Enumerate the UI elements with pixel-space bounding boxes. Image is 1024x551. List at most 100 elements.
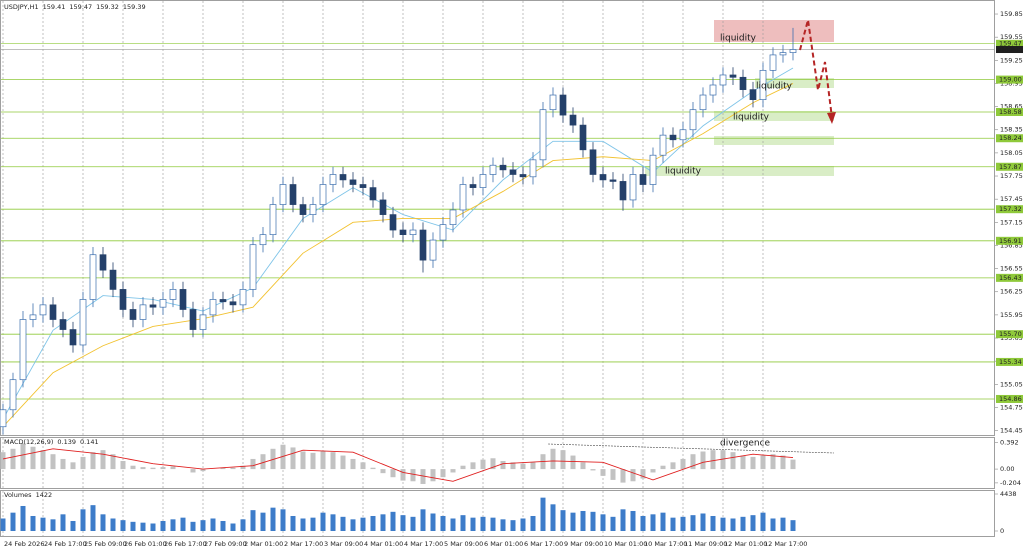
volume-bar: [10, 512, 16, 531]
volume-bar: [340, 516, 346, 531]
macd-bar: [500, 460, 506, 470]
volume-bar: [450, 518, 456, 531]
volume-bar: [170, 519, 176, 531]
y-tick-label: 156.55: [1000, 265, 1023, 273]
level-label-bg: [996, 236, 1023, 245]
macd-bar: [60, 458, 66, 470]
macd-bar: [630, 469, 636, 482]
candle-body: [339, 174, 347, 181]
macd-bar: [100, 450, 106, 470]
x-tick-label: 10 Mar 01:00: [604, 540, 647, 548]
macd-bar: [220, 467, 226, 470]
volume-bar: [700, 513, 706, 531]
macd-bar: [670, 462, 676, 470]
y-tick-label: 0.392: [1000, 439, 1019, 447]
header-text: 159.41: [43, 3, 66, 11]
header-text: 0.141: [80, 438, 99, 446]
y-tick-label: 155.05: [1000, 380, 1023, 388]
x-tick-label: 26 Feb 01:00: [124, 540, 167, 548]
candle-body: [219, 299, 227, 303]
candle-body: [29, 314, 37, 320]
candle-body: [479, 174, 487, 188]
macd-bar: [470, 462, 476, 470]
macd-bar: [430, 469, 436, 482]
candle-body: [49, 304, 57, 320]
candle-body: [779, 52, 787, 56]
price-label: 159.47: [999, 39, 1022, 47]
candle-body: [459, 184, 467, 211]
candle-body: [129, 309, 137, 320]
volume-bar: [600, 514, 606, 531]
candle-body: [359, 184, 367, 188]
macd-bar: [140, 467, 146, 470]
volume-bar: [470, 517, 476, 531]
volume-bar: [660, 512, 666, 531]
candle-body: [349, 179, 357, 185]
signal-line: [2, 448, 794, 482]
macd-bar: [50, 454, 56, 470]
level-label: 158.58: [999, 108, 1022, 116]
x-tick-label: 9 Mar 09:00: [564, 540, 603, 548]
macd-bar: [10, 448, 16, 470]
volume-bar: [780, 517, 786, 531]
candle-body: [159, 299, 167, 308]
volume-bar: [480, 516, 486, 531]
level-label-bg: [996, 273, 1023, 282]
level-label-bg: [996, 108, 1023, 116]
level-label: 156.43: [999, 274, 1022, 282]
macd-bar: [680, 458, 686, 470]
macd-bar: [550, 448, 556, 470]
candle-body: [59, 319, 67, 330]
volume-bar: [680, 516, 686, 531]
volume-bar: [290, 515, 296, 531]
x-tick-label: 25 Feb 09:00: [84, 540, 127, 548]
x-tick-label: 10 Mar 17:00: [644, 540, 687, 548]
candle-body: [269, 204, 277, 236]
volume-bar: [770, 518, 776, 531]
macd-bar: [570, 455, 576, 470]
x-tick-label: 12 Mar 01:00: [724, 540, 767, 548]
macd-bar: [700, 451, 706, 470]
volume-bar: [490, 517, 496, 531]
candle-body: [639, 174, 647, 185]
volume-bar: [360, 517, 366, 531]
volume-bar: [110, 518, 116, 531]
volume-bar: [460, 515, 466, 531]
candle-body: [469, 184, 477, 188]
volume-bar: [300, 518, 306, 531]
candle-body: [409, 229, 417, 236]
volume-bar: [500, 519, 506, 531]
volume-bar: [0, 518, 6, 531]
candle-body: [609, 179, 617, 182]
candle-body: [189, 309, 197, 330]
y-tick-label: 156.25: [1000, 288, 1023, 296]
macd-bar: [640, 469, 646, 479]
macd-bar: [0, 452, 6, 470]
macd-bar: [690, 454, 696, 470]
candle-body: [719, 74, 727, 86]
macd-bar: [80, 456, 86, 470]
macd-bar: [20, 443, 26, 470]
candle-body: [79, 299, 87, 346]
y-tick-label: 157.15: [1000, 218, 1023, 226]
candle-body: [319, 184, 327, 205]
macd-bar: [190, 469, 196, 473]
macd-bar: [650, 469, 656, 473]
macd-bar: [750, 456, 756, 470]
liquidity-zone: [755, 78, 834, 88]
level-label-bg: [996, 134, 1023, 143]
price-label-bg: [996, 39, 1023, 47]
candle-body: [569, 114, 577, 126]
y-tick-label: 0.00: [1000, 465, 1014, 473]
candle-body: [109, 269, 117, 290]
macd-bar: [360, 462, 366, 470]
macd-bar: [330, 452, 336, 470]
candle-body: [529, 159, 537, 178]
macd-bar: [460, 465, 466, 470]
level-label-bg: [996, 205, 1023, 214]
volume-bar: [50, 519, 56, 531]
volume-bar: [750, 515, 756, 531]
header-text: 159.32: [96, 3, 119, 11]
level-label: 155.34: [999, 358, 1022, 366]
macd-bar: [450, 469, 456, 473]
